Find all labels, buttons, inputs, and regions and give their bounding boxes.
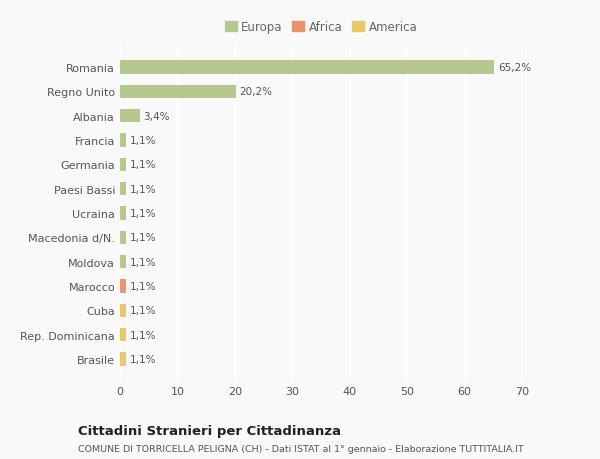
Text: 65,2%: 65,2% <box>498 63 531 73</box>
Text: 1,1%: 1,1% <box>130 135 156 146</box>
Bar <box>120 280 127 293</box>
Text: 1,1%: 1,1% <box>130 160 156 170</box>
Legend: Europa, Africa, America: Europa, Africa, America <box>223 18 419 36</box>
Bar <box>120 158 127 172</box>
Bar <box>120 61 494 74</box>
Bar <box>120 353 127 366</box>
Text: 1,1%: 1,1% <box>130 233 156 243</box>
Text: 1,1%: 1,1% <box>130 281 156 291</box>
Text: COMUNE DI TORRICELLA PELIGNA (CH) - Dati ISTAT al 1° gennaio - Elaborazione TUTT: COMUNE DI TORRICELLA PELIGNA (CH) - Dati… <box>78 444 524 453</box>
Text: 1,1%: 1,1% <box>130 330 156 340</box>
Bar <box>120 328 127 341</box>
Text: 1,1%: 1,1% <box>130 354 156 364</box>
Text: 1,1%: 1,1% <box>130 184 156 194</box>
Bar <box>120 85 236 99</box>
Text: 3,4%: 3,4% <box>143 112 169 121</box>
Bar <box>120 231 127 244</box>
Text: 1,1%: 1,1% <box>130 306 156 315</box>
Bar <box>120 110 140 123</box>
Bar <box>120 207 127 220</box>
Bar <box>120 183 127 196</box>
Text: Cittadini Stranieri per Cittadinanza: Cittadini Stranieri per Cittadinanza <box>78 424 341 437</box>
Text: 1,1%: 1,1% <box>130 257 156 267</box>
Bar <box>120 255 127 269</box>
Text: 20,2%: 20,2% <box>239 87 272 97</box>
Text: 1,1%: 1,1% <box>130 208 156 218</box>
Bar <box>120 134 127 147</box>
Bar <box>120 304 127 317</box>
